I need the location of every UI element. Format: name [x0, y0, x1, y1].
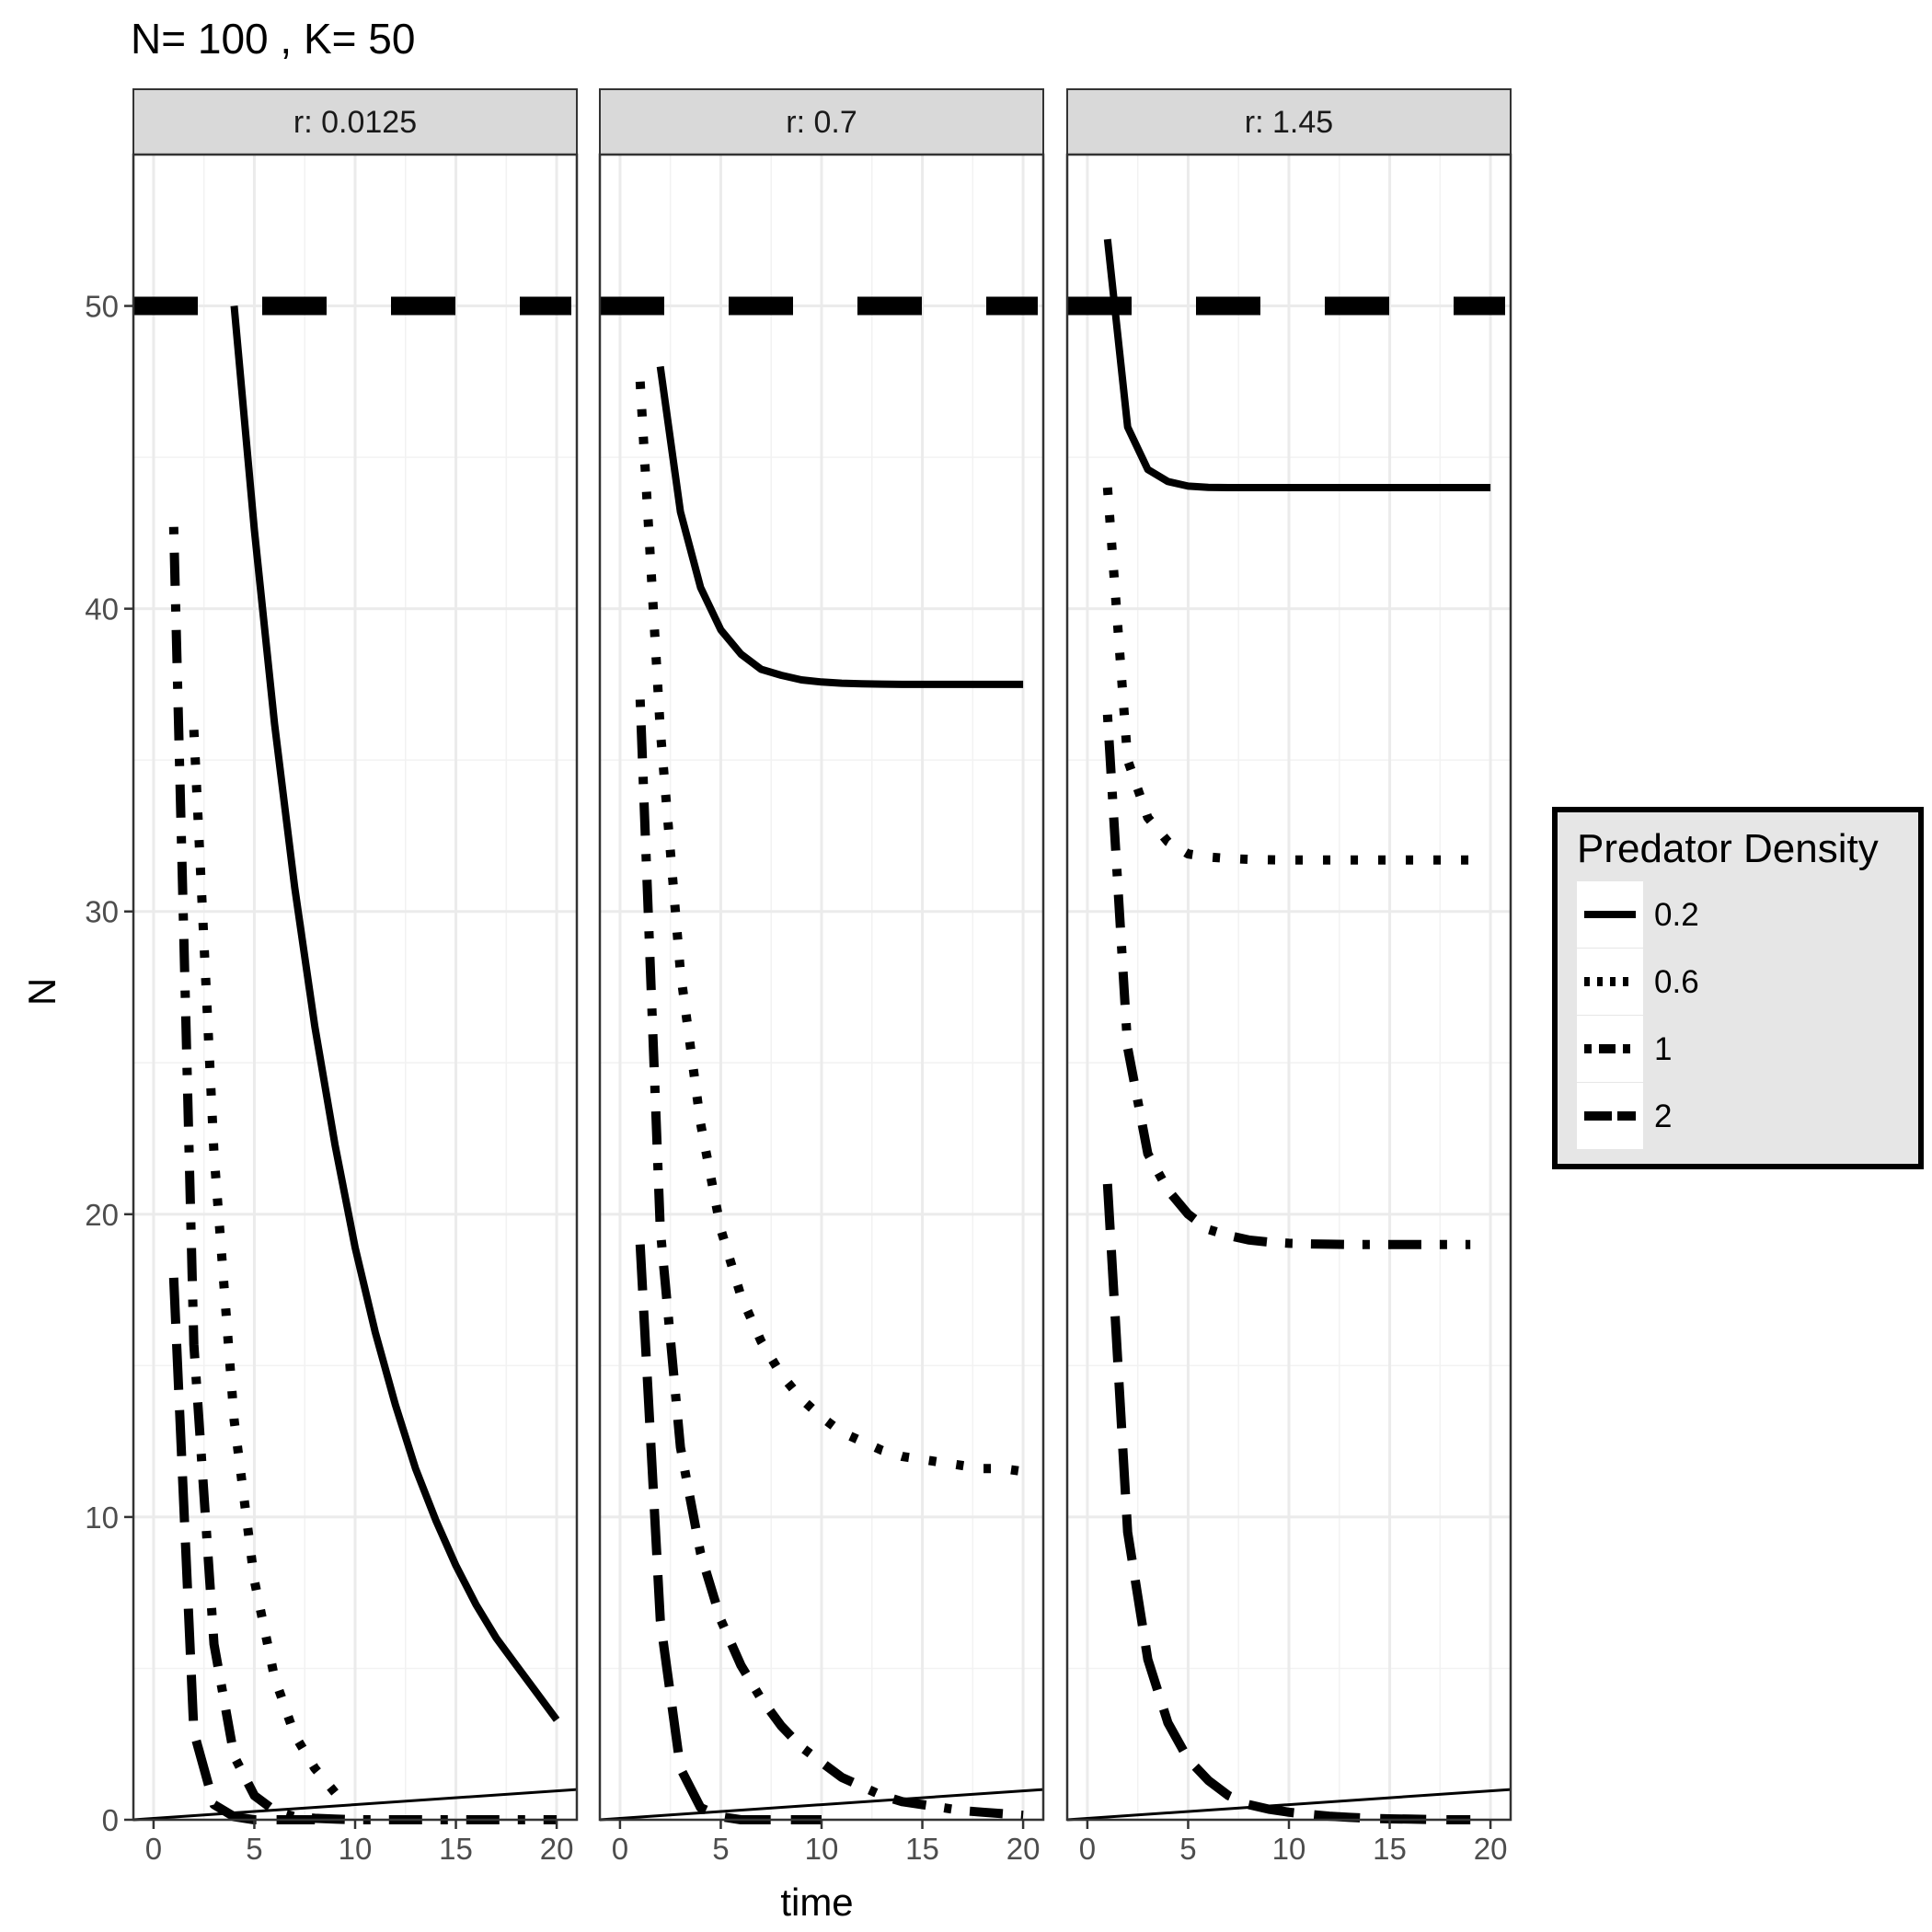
y-tick-label: 20	[85, 1198, 119, 1232]
facet-strip	[132, 88, 578, 155]
facet-strip-label: r: 0.0125	[293, 105, 417, 140]
x-tick-label: 5	[246, 1832, 262, 1866]
legend-title: Predator Density	[1577, 826, 1879, 871]
series-line-density-1	[635, 699, 1024, 1821]
x-tick-label: 5	[712, 1832, 729, 1866]
legend-entry: 0.6	[1577, 949, 1699, 1015]
legend-entry: 2	[1577, 1083, 1672, 1149]
legend-entry: 0.2	[1577, 881, 1699, 948]
legend: Predator Density 0.2 0.6 1 2	[1552, 807, 1924, 1169]
facet-strip-label: r: 1.45	[1245, 105, 1333, 140]
series-line-density-0-2	[1103, 238, 1491, 491]
x-tick-label: 20	[1006, 1832, 1041, 1866]
legend-keys: 0.2 0.6 1 2	[1577, 881, 1699, 1149]
facet-panel-1: r: 0.0125 0 5 10 15 20 0 10 20 30 40 50	[85, 88, 579, 1866]
legend-entry: 1	[1577, 1016, 1672, 1082]
legend-entry-label: 0.6	[1654, 964, 1699, 1000]
y-tick-label: 10	[85, 1501, 119, 1535]
x-tick-label: 0	[612, 1832, 628, 1866]
series-line-density-0-6	[635, 381, 1024, 1477]
legend-entry-label: 1	[1654, 1031, 1672, 1067]
x-tick-label: 15	[905, 1832, 939, 1866]
x-tick-label: 5	[1179, 1832, 1196, 1866]
facet-strip-label: r: 0.7	[786, 105, 857, 140]
y-tick-label: 50	[85, 290, 119, 324]
x-axis-title: time	[780, 1880, 853, 1924]
facet-panel-3: r: 1.45 0 5 10 15 20	[1065, 88, 1512, 1866]
legend-entry-label: 2	[1654, 1098, 1672, 1134]
x-tick-label: 20	[540, 1832, 574, 1866]
chart-title: N= 100 , K= 50	[131, 15, 415, 63]
y-tick-label: 40	[85, 592, 119, 627]
y-tick-label: 0	[102, 1803, 119, 1837]
y-tick-label: 30	[85, 895, 119, 929]
x-tick-label: 10	[339, 1832, 373, 1866]
series-line-density-0-6	[1102, 487, 1471, 865]
x-tick-label: 20	[1474, 1832, 1508, 1866]
x-tick-label: 10	[805, 1832, 839, 1866]
series-line-density-0-2	[656, 365, 1024, 688]
reference-line	[1066, 1788, 1512, 1822]
reference-line	[599, 1788, 1044, 1822]
facet-strip	[1066, 88, 1512, 155]
x-tick-label: 15	[1373, 1832, 1407, 1866]
y-axis-title: N	[20, 978, 63, 1006]
series-line-density-1	[1102, 714, 1471, 1249]
x-tick-label: 10	[1272, 1832, 1306, 1866]
facet-panel-2: r: 0.7 0 5 10 15 20	[598, 88, 1045, 1866]
legend-entry-label: 0.2	[1654, 897, 1699, 933]
x-tick-label: 0	[145, 1832, 162, 1866]
series-line-density-0-2	[230, 305, 560, 1722]
x-tick-label: 0	[1079, 1832, 1096, 1866]
x-tick-label: 15	[439, 1832, 473, 1866]
facet-strip	[599, 88, 1044, 155]
reference-line	[132, 1788, 578, 1822]
